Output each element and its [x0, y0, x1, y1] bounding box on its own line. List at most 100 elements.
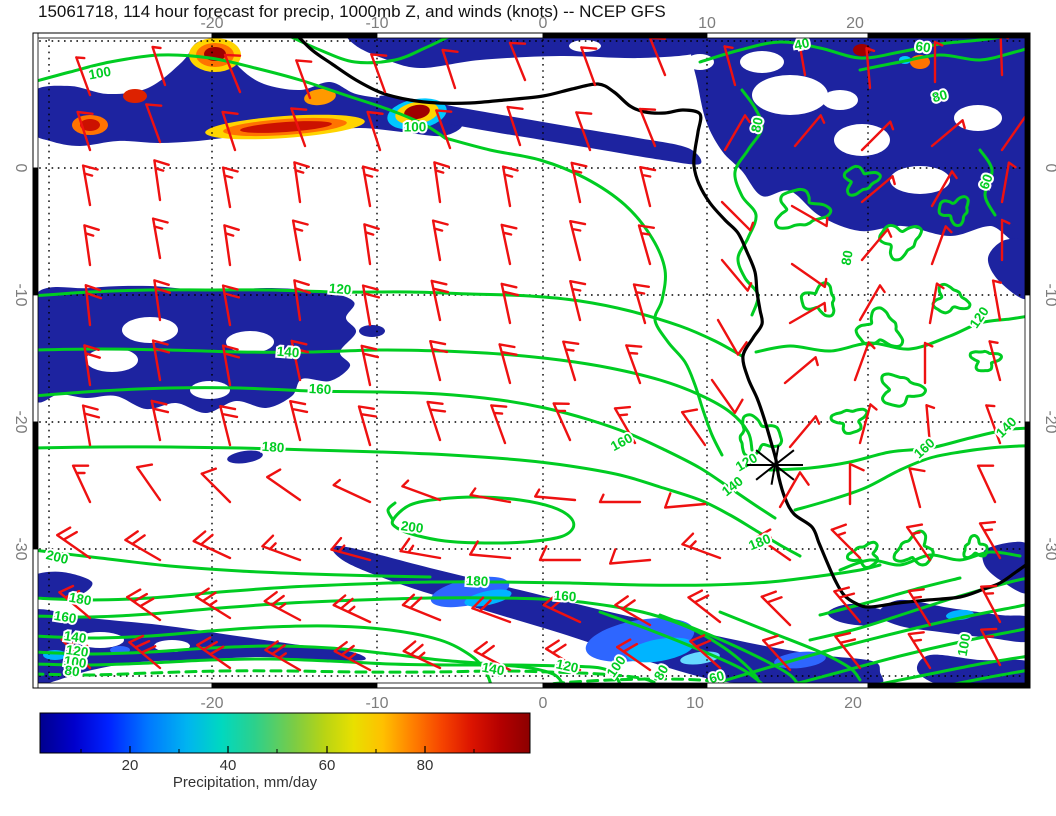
- wind-barb: [723, 114, 751, 152]
- wind-barb: [793, 114, 826, 148]
- wind-barb: [980, 627, 1002, 667]
- contour-label: 100: [63, 653, 87, 671]
- wind-barb: [490, 404, 508, 445]
- wind-barb: [760, 590, 792, 627]
- colorbar-tick-label: 20: [122, 757, 139, 774]
- wind-barb: [988, 340, 1002, 382]
- contour-label: 120: [328, 281, 352, 298]
- wind-barb: [598, 493, 642, 504]
- wind-barb: [360, 344, 380, 387]
- contour-line: [978, 148, 997, 217]
- contour-line: [698, 602, 1030, 688]
- wind-barb: [506, 105, 524, 147]
- precip-shading: [33, 33, 1030, 688]
- wind-barb: [632, 283, 650, 325]
- x-tick-bottom: -20: [200, 695, 223, 712]
- wind-barb: [71, 464, 92, 504]
- precip-core: [240, 121, 332, 133]
- contour-loop: [738, 413, 784, 459]
- wind-barb: [542, 594, 582, 624]
- wind-barb: [401, 593, 442, 622]
- precip-blob: [359, 325, 385, 337]
- wind-barb: [928, 282, 945, 325]
- contour-label: 100: [404, 120, 427, 135]
- wind-barb: [124, 530, 162, 562]
- wind-barb: [848, 462, 865, 506]
- wind-barb: [865, 47, 876, 90]
- x-tick-top: -20: [200, 15, 223, 32]
- contour-label: 180: [68, 590, 93, 609]
- wind-barb: [723, 45, 737, 87]
- contour-label: 180: [261, 439, 285, 456]
- wind-barb: [430, 279, 450, 322]
- wind-barb: [570, 161, 588, 204]
- wind-barb: [469, 487, 512, 504]
- contour-line: [33, 445, 802, 558]
- wind-barb: [976, 464, 997, 504]
- wind-barb: [264, 640, 302, 672]
- wind-barb: [433, 161, 450, 204]
- precip-blob: [987, 238, 1030, 300]
- contour-line: [33, 347, 754, 452]
- contour-label: 80: [838, 249, 855, 266]
- contour-label: 140: [481, 660, 506, 679]
- contour-label: 120: [65, 642, 89, 660]
- wind-barb: [858, 284, 886, 322]
- wind-barb: [332, 594, 372, 624]
- wind-barb: [930, 170, 958, 208]
- wind-barb: [363, 223, 380, 266]
- wind-barb: [830, 523, 862, 560]
- wind-barb: [790, 262, 828, 289]
- precip-blob: [227, 450, 263, 464]
- x-tick-bottom: 20: [844, 695, 862, 712]
- map-frame: [32, 32, 1031, 689]
- wind-barb: [263, 591, 302, 622]
- wind-barb: [860, 120, 895, 152]
- colorbar-tick-label: 80: [417, 757, 434, 774]
- wind-barb: [441, 48, 459, 90]
- contour-label: 180: [746, 531, 773, 553]
- wind-barb: [710, 378, 744, 414]
- wind-barb: [426, 400, 447, 442]
- wind-barb: [552, 402, 572, 442]
- x-tick-top: -10: [365, 15, 388, 32]
- wind-barb: [925, 404, 936, 447]
- wind-barb: [625, 344, 643, 385]
- contour-label: 60: [915, 39, 932, 56]
- wind-barb: [471, 596, 512, 624]
- wind-barb: [716, 318, 748, 356]
- contour-loop: [774, 187, 833, 230]
- wind-barb: [664, 492, 707, 509]
- contour-label: 60: [708, 668, 726, 686]
- contour-label: 100: [87, 64, 112, 83]
- y-tick-right: 0: [1042, 164, 1056, 173]
- wind-barb: [223, 224, 240, 267]
- wind-barb: [833, 586, 862, 624]
- wind-barb: [978, 520, 1002, 560]
- y-tick-right: -30: [1042, 537, 1056, 560]
- wind-barb: [508, 41, 527, 82]
- precip-blob: [917, 654, 1030, 688]
- contour-label: 140: [276, 344, 300, 361]
- wind-barb: [689, 634, 722, 670]
- wind-barb: [534, 488, 577, 502]
- wind-barb: [930, 119, 966, 148]
- precip-blob: [379, 95, 702, 165]
- wind-barb: [933, 40, 944, 84]
- wind-barb: [469, 540, 512, 560]
- contour-line: [33, 669, 666, 688]
- wind-barb: [135, 463, 162, 502]
- x-tick-top: 0: [539, 15, 548, 32]
- wind-barb: [192, 530, 232, 560]
- wind-barb: [56, 526, 92, 560]
- wind-barb: [575, 111, 593, 152]
- contour-label: 60: [977, 172, 996, 191]
- wind-barb: [687, 589, 722, 624]
- wind-barb: [435, 109, 453, 150]
- wind-barb: [289, 400, 309, 442]
- contour-line: [838, 550, 1022, 572]
- wind-barb: [153, 159, 170, 202]
- graticule: [33, 33, 1030, 688]
- wind-barb: [429, 340, 449, 382]
